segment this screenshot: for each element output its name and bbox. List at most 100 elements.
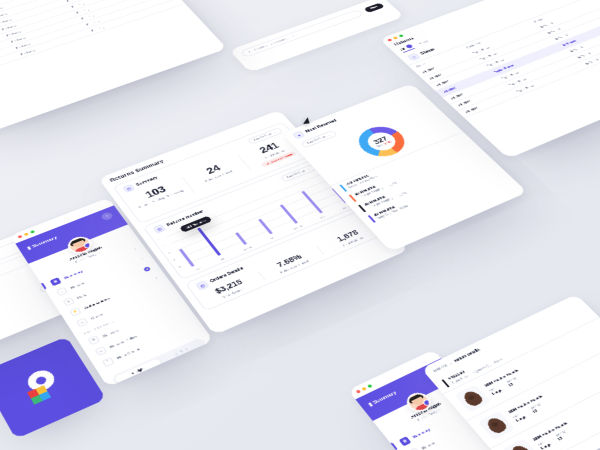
user-role: Product Designer — [74, 251, 102, 264]
x-tick: Jan 10 — [242, 245, 254, 252]
cell-status: Pending — [75, 7, 90, 14]
window-controls[interactable] — [379, 0, 580, 46]
window-controls[interactable] — [10, 198, 114, 244]
status-filter[interactable]: ◍ Status — [399, 0, 600, 65]
chevron-down-icon: ⌄ — [326, 133, 332, 137]
sidebar-item-label: Portal — [76, 291, 89, 300]
bar[interactable] — [258, 218, 273, 235]
qty-value: 12 — [531, 408, 539, 414]
returns-table-panel: Returns All 8 Recent ◍ Status Order Cust… — [379, 0, 600, 159]
notifications-icon[interactable]: ◔ — [429, 365, 445, 377]
doc-icon: ▤ — [94, 345, 108, 356]
search-input[interactable]: ⌕ Search or type a command — [239, 9, 365, 58]
stat-total: 241 Total Returns -4% Over Last Month — [236, 131, 309, 174]
topbar-panel: ⌕ Search or type a command New — [228, 0, 405, 73]
table-row[interactable]: Jan 25th, 2020 Exchange Pending — [0, 0, 139, 28]
cell-date: Jan 25th, 2020 — [0, 55, 16, 80]
y-tick: 0 — [177, 265, 182, 269]
most-returned-header: ◆ Most Returned — [282, 83, 423, 145]
status-badge: -4% Over Last Month — [260, 150, 298, 168]
bar-selected[interactable] — [197, 227, 222, 256]
x-tick: Jan 15 — [267, 235, 279, 242]
y-tick: 25 — [172, 257, 178, 262]
minimize-icon[interactable] — [392, 36, 399, 40]
stat-label: Returns in Transit — [204, 169, 234, 183]
sidebar-item-summary[interactable]: ▦ Summary › — [40, 241, 147, 291]
x-tick: Jan 1 — [193, 266, 203, 272]
breadcrumb: Returns › Return Details — [421, 294, 587, 381]
maximize-icon[interactable] — [398, 34, 404, 38]
breadcrumb-parent[interactable]: Returns — [432, 363, 448, 373]
cell-status: In Transit — [546, 27, 562, 35]
cell-status: Pending — [90, 25, 105, 32]
maximize-icon[interactable] — [367, 383, 373, 389]
summary-icon: ▤ — [122, 183, 136, 194]
chevron-right-icon: › — [140, 257, 144, 261]
customer-experience-field[interactable]: Customer experience — [0, 235, 38, 290]
hoodie-image — [477, 410, 516, 441]
new-button[interactable]: New — [363, 2, 385, 13]
product-name: SDH Hidden Hoodie — [483, 367, 520, 388]
theme-dark-label: Dark — [179, 347, 189, 354]
donut-center: 327 Total (+4%) — [350, 122, 413, 162]
cell-type: Exchange — [1, 23, 19, 31]
bar[interactable] — [301, 190, 324, 214]
y-tick: 75 — [162, 243, 168, 248]
tab-recent[interactable]: Recent — [417, 38, 431, 46]
bar[interactable] — [279, 204, 299, 224]
maximize-icon[interactable] — [29, 230, 36, 234]
history-table-header: Date Type Status — [0, 0, 134, 21]
brand-name: Summary — [372, 390, 398, 406]
stat-transit: 24 Returns in Transit — [180, 152, 255, 196]
cell-type: Exchange — [0, 0, 44, 1]
brand-name: Summary — [31, 236, 58, 249]
bar[interactable] — [235, 232, 248, 245]
summary-title: Summary — [135, 175, 159, 188]
sidebar-item-label: Help Center — [115, 346, 141, 360]
accent-bar — [441, 379, 450, 388]
window-controls[interactable] — [348, 350, 441, 400]
date-range-select[interactable]: Last 30 Days ⌄ — [279, 163, 318, 183]
portal-badge: 3 — [143, 266, 152, 273]
cell-status: Pending — [80, 13, 95, 20]
qty-value: 12 — [556, 435, 564, 442]
notifications-icon[interactable]: ◔ — [100, 211, 114, 222]
x-tick: Jan 5 — [218, 256, 228, 262]
close-icon[interactable] — [17, 234, 23, 239]
history-table-panel: Date Type Status Jan 25th, 2020 Exchange… — [0, 0, 228, 137]
grid-icon: ▦ — [49, 276, 62, 286]
chevron-down-icon: ⌄ — [306, 167, 311, 171]
donut-legend: 103 Returns Seamless Long Sleeve 68 Retu… — [331, 132, 504, 227]
cell-status: In Transit — [561, 39, 578, 47]
gear-icon: ⚙ — [87, 335, 100, 345]
date-range-select[interactable]: Last 30 Days ⌄ — [246, 127, 284, 145]
donut-delta: (+4%) — [382, 140, 393, 146]
brand-glyph: ||| — [27, 246, 31, 250]
page-title: Returns Summary — [109, 159, 165, 184]
stat-value: 24 — [203, 163, 223, 176]
date-range-select[interactable]: Last 30 Days ⌄ — [300, 129, 338, 149]
grid-icon: ▦ — [398, 435, 412, 447]
brand-logo[interactable]: ||| Summary — [27, 236, 58, 251]
tab-all[interactable]: All 8 — [398, 43, 416, 53]
history-table-body: Jan 25th, 2020 Exchange Pending Jan 25th… — [0, 0, 186, 85]
brand-glyph: ||| — [367, 402, 373, 408]
close-icon[interactable] — [386, 38, 393, 42]
close-icon[interactable] — [355, 389, 362, 394]
avatar[interactable] — [64, 233, 96, 257]
search-placeholder: Search or type a command — [253, 35, 295, 52]
cell-status: In Transit — [554, 33, 569, 41]
sidebar-item-label: Returns — [420, 439, 437, 450]
minimize-icon[interactable] — [361, 386, 367, 391]
avatar[interactable] — [402, 389, 436, 416]
cell-type: Exchange — [0, 5, 5, 13]
cart-icon: ▤ — [75, 317, 89, 327]
table-row[interactable]: Jan 25th, 2020 Exchange Pending — [0, 0, 144, 34]
online-status-icon — [421, 398, 433, 407]
x-tick: Jan 20 — [292, 224, 304, 231]
brand-logo[interactable]: ||| Summary — [368, 391, 398, 408]
minimize-icon[interactable] — [23, 232, 29, 237]
stat-value: 103 — [142, 184, 168, 200]
x-tick: Jan 25 — [317, 214, 328, 221]
